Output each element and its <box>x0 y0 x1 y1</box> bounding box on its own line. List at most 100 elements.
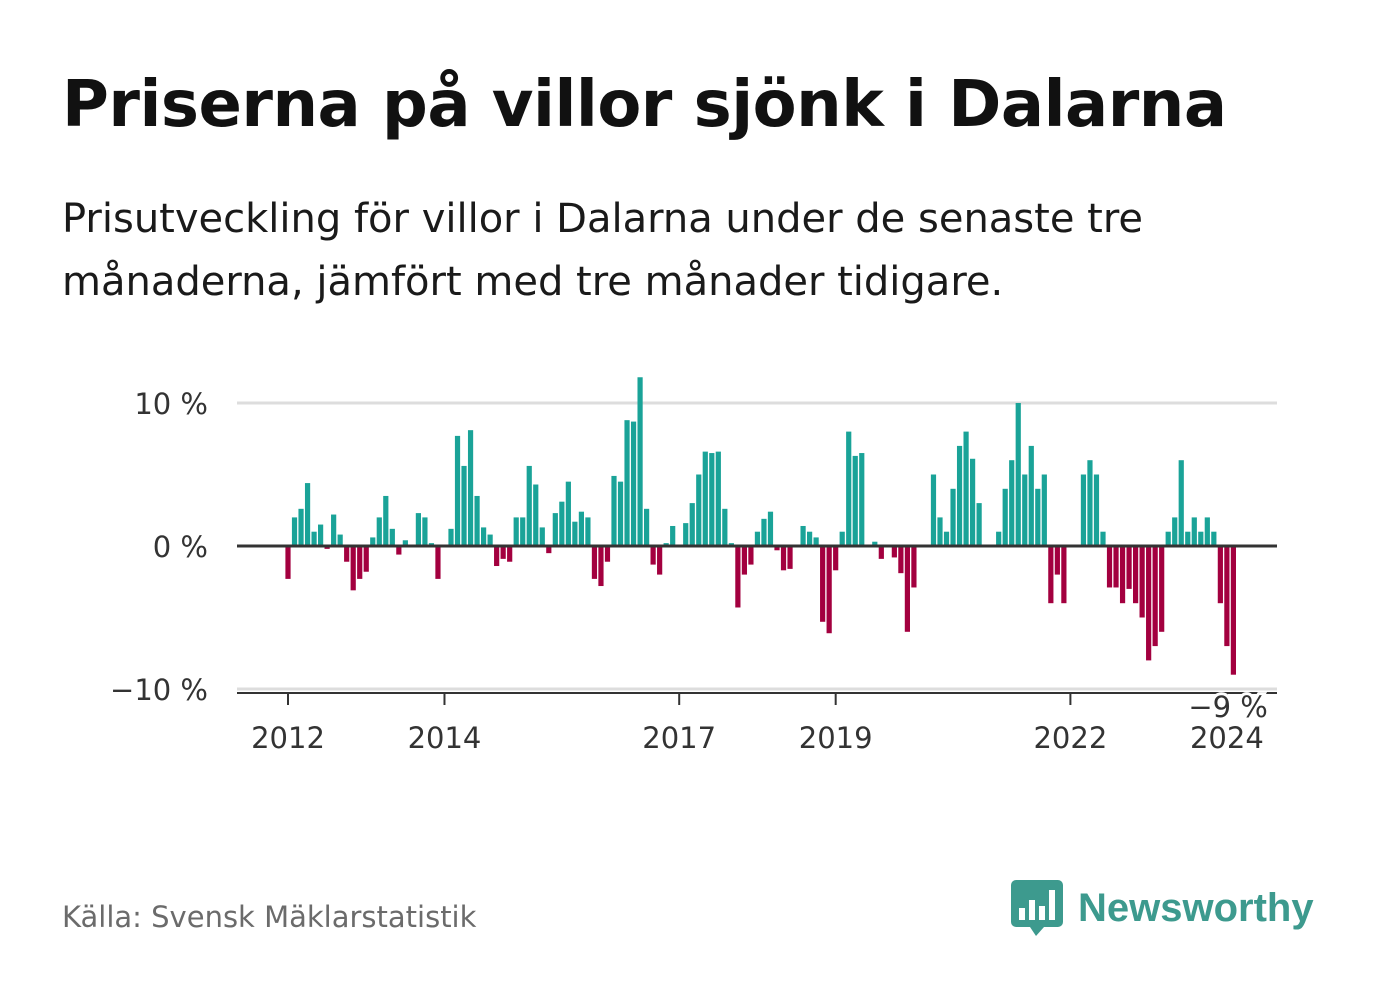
bar-positive <box>970 458 976 546</box>
x-tick-label: 2019 <box>799 721 873 755</box>
bar-negative <box>350 546 356 591</box>
bar-positive <box>539 527 545 546</box>
bar-positive <box>565 481 571 546</box>
bar-positive <box>1198 531 1204 546</box>
bar-negative <box>1054 546 1060 575</box>
bar-negative <box>774 546 780 551</box>
axis-labels: 10 % 0 % −10 % 2012 2014 2017 2019 2022 2024−9 % <box>110 387 1271 755</box>
bar-negative <box>396 546 402 555</box>
bar-negative <box>357 546 363 579</box>
bar-chart: 10 % 0 % −10 % 2012 2014 2017 2019 2022 2024−9 % <box>110 377 1277 755</box>
bar-negative <box>1126 546 1132 589</box>
bar-positive <box>454 435 461 546</box>
bar-negative <box>1224 546 1230 647</box>
bar-positive <box>813 537 819 546</box>
bar-positive <box>1172 517 1178 546</box>
bars <box>285 377 1236 675</box>
bar-negative <box>363 546 369 572</box>
bar-positive <box>1041 474 1047 546</box>
x-tick-label: 2017 <box>642 721 716 755</box>
bar-positive <box>1191 517 1197 546</box>
bar-negative <box>657 546 663 575</box>
bar-positive <box>624 420 630 546</box>
bar-negative <box>911 546 917 588</box>
bar-positive <box>754 531 761 546</box>
bar-positive <box>683 523 689 546</box>
chart-subtitle: Prisutveckling för villor i Dalarna unde… <box>62 196 1144 305</box>
x-tick-label: 2024 <box>1190 721 1264 755</box>
bar-positive <box>852 455 858 546</box>
bar-positive <box>415 513 421 546</box>
bar-positive <box>337 534 343 546</box>
bar-positive <box>520 517 526 546</box>
bar-negative <box>1113 546 1119 588</box>
bar-positive <box>1087 460 1093 546</box>
bar-negative <box>787 546 793 569</box>
bar-negative <box>285 546 291 579</box>
bar-negative <box>1061 546 1067 604</box>
bar-negative <box>1152 546 1158 647</box>
bar-positive <box>702 451 708 546</box>
bar-negative <box>494 546 500 567</box>
bar-negative <box>650 546 656 565</box>
bar-positive <box>611 475 617 546</box>
bar-positive <box>696 474 702 546</box>
bar-negative <box>546 546 552 554</box>
bar-positive <box>709 453 715 546</box>
chart-title: Priserna på villor sjönk i Dalarna <box>62 68 1227 142</box>
bar-positive <box>291 517 298 546</box>
bar-negative <box>1230 546 1236 675</box>
bar-positive <box>963 431 969 546</box>
bar-negative <box>1217 546 1223 604</box>
bar-positive <box>370 537 376 546</box>
bar-positive <box>331 514 337 546</box>
bar-positive <box>1178 460 1184 546</box>
bar-positive <box>533 484 539 546</box>
bar-positive <box>872 541 878 546</box>
bar-positive <box>481 527 487 546</box>
bar-positive <box>1002 488 1008 546</box>
bar-positive <box>956 445 963 546</box>
bar-negative <box>1139 546 1145 618</box>
bar-positive <box>1080 474 1087 546</box>
bar-positive <box>559 501 565 546</box>
bar-positive <box>513 517 519 546</box>
bar-positive <box>943 531 950 546</box>
bar-positive <box>767 511 774 546</box>
bar-negative <box>1146 546 1152 661</box>
bar-negative <box>833 546 839 571</box>
bar-negative <box>820 546 826 622</box>
brand-logo[interactable]: Newsworthy <box>1010 878 1314 938</box>
bar-positive <box>1022 474 1028 546</box>
source-note: Källa: Svensk Mäklarstatistik <box>62 900 477 934</box>
bar-positive <box>930 474 937 546</box>
bar-positive <box>578 511 584 546</box>
bar-positive <box>617 481 624 546</box>
bar-positive <box>637 377 643 546</box>
bar-chart-speech-icon <box>1011 880 1063 936</box>
bar-positive <box>318 524 324 546</box>
bar-positive <box>950 488 956 546</box>
bar-negative <box>1159 546 1165 632</box>
bar-negative <box>344 546 350 562</box>
bar-positive <box>976 503 982 546</box>
bar-positive <box>304 483 311 546</box>
x-tick-label: 2012 <box>251 721 325 755</box>
bar-positive <box>839 531 845 546</box>
bar-positive <box>422 517 428 546</box>
bar-positive <box>689 503 695 546</box>
bar-positive <box>552 513 558 546</box>
bar-negative <box>604 546 611 562</box>
bar-positive <box>526 465 532 546</box>
bar-positive <box>1009 460 1015 546</box>
bar-negative <box>891 546 897 558</box>
x-tick-label: 2022 <box>1033 721 1107 755</box>
bar-positive <box>761 518 767 546</box>
bar-negative <box>500 546 506 559</box>
bar-positive <box>467 430 474 546</box>
bar-positive <box>487 534 493 546</box>
bar-negative <box>435 546 441 579</box>
bar-positive <box>996 531 1002 546</box>
bar-positive <box>389 528 395 546</box>
bar-positive <box>630 421 637 546</box>
